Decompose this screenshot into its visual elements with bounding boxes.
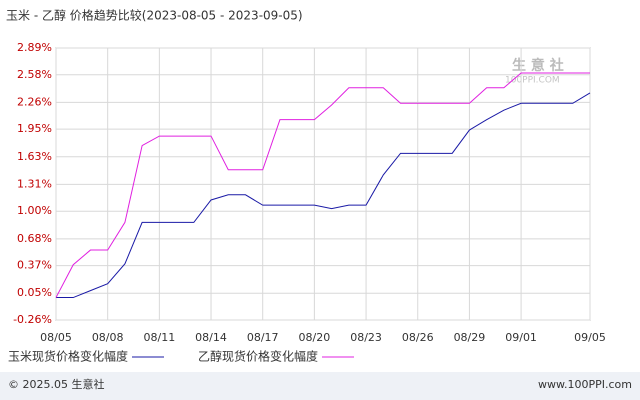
series-line bbox=[56, 92, 591, 299]
y-tick-label: 2.58% bbox=[17, 68, 52, 81]
x-tick-label: 08/05 bbox=[40, 331, 72, 344]
chart-title: 玉米 - 乙醇 价格趋势比较(2023-08-05 - 2023-09-05) bbox=[6, 8, 303, 23]
footer-band bbox=[0, 372, 640, 400]
y-tick-label: -0.26% bbox=[13, 313, 52, 326]
y-tick-label: 1.63% bbox=[17, 150, 52, 163]
y-tick-label: 2.26% bbox=[17, 95, 52, 108]
series-line bbox=[55, 72, 590, 298]
legend-label: 乙醇现货价格变化幅度 bbox=[198, 349, 318, 364]
x-tick-label: 09/01 bbox=[505, 331, 537, 344]
y-tick-label: 0.05% bbox=[17, 286, 52, 299]
x-tick-label: 08/17 bbox=[247, 331, 279, 344]
x-tick-label: 08/29 bbox=[454, 331, 486, 344]
x-tick-label: 08/08 bbox=[92, 331, 124, 344]
x-tick-label: 08/26 bbox=[402, 331, 434, 344]
x-tick-label: 08/14 bbox=[195, 331, 227, 344]
x-tick-label: 08/20 bbox=[299, 331, 331, 344]
x-tick-label: 08/23 bbox=[350, 331, 382, 344]
legend-label: 玉米现货价格变化幅度 bbox=[8, 349, 128, 364]
footer-left: © 2025.05 生意社 bbox=[8, 377, 104, 391]
footer-right: www.100PPI.com bbox=[538, 378, 632, 391]
y-tick-label: 2.89% bbox=[17, 41, 52, 54]
watermark: 100PPI.COM bbox=[505, 76, 560, 86]
x-tick-label: 09/05 bbox=[574, 331, 606, 344]
x-tick-label: 08/11 bbox=[144, 331, 176, 344]
y-tick-label: 1.31% bbox=[17, 177, 52, 190]
y-tick-label: 1.95% bbox=[17, 122, 52, 135]
y-tick-label: 0.68% bbox=[17, 232, 52, 245]
y-tick-label: 1.00% bbox=[17, 204, 52, 217]
y-tick-label: 0.37% bbox=[17, 259, 52, 272]
watermark: 生 意 社 bbox=[512, 57, 564, 74]
